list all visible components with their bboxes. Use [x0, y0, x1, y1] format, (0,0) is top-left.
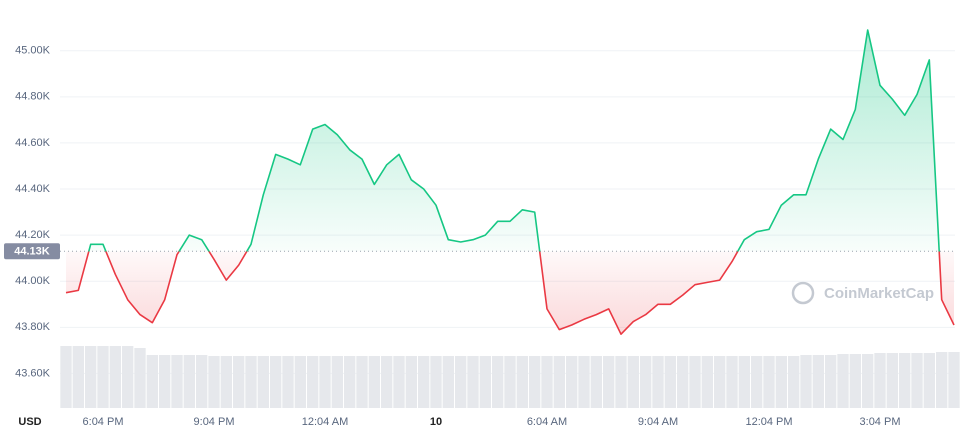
volume-bar [726, 356, 738, 408]
volume-bar [849, 354, 861, 408]
volume-bar [899, 353, 911, 408]
volume-bar [529, 356, 541, 408]
volume-bar [208, 356, 220, 408]
volume-bar [294, 356, 306, 408]
watermark-text: CoinMarketCap [824, 285, 934, 302]
volume-bar [196, 355, 208, 408]
volume-bar [109, 346, 121, 408]
volume-bar [134, 348, 146, 408]
volume-bar [344, 356, 356, 408]
baseline-label-box [4, 243, 60, 260]
volume-bar [911, 353, 923, 408]
y-tick-label: 45.00K [15, 45, 51, 57]
volume-bar [775, 356, 787, 408]
volume-bar [627, 356, 639, 408]
volume-bar [442, 356, 454, 408]
x-tick-label: 3:04 PM [860, 416, 901, 428]
volume-bar [430, 356, 442, 408]
y-tick-label: 44.00K [15, 275, 51, 287]
x-tick-label: 9:04 PM [194, 416, 235, 428]
volume-bar [566, 356, 578, 408]
volume-bar [664, 356, 676, 408]
volume-bar [615, 356, 627, 408]
volume-bar [553, 356, 565, 408]
volume-bar [97, 346, 109, 408]
volume-bar [331, 356, 343, 408]
volume-bar [418, 356, 430, 408]
volume-bar [923, 353, 935, 408]
volume-bar [122, 346, 134, 408]
volume-bar [936, 352, 948, 408]
volume-bar [220, 356, 232, 408]
y-tick-label: 43.80K [15, 321, 51, 333]
volume-bar [381, 356, 393, 408]
volume-bar [652, 356, 664, 408]
volume-bar [356, 356, 368, 408]
volume-bar [578, 356, 590, 408]
x-tick-label: 12:04 PM [745, 416, 792, 428]
volume-bar [405, 356, 417, 408]
volume-bar [886, 353, 898, 408]
volume-bar [541, 356, 553, 408]
volume-bar [60, 346, 72, 408]
volume-bar [183, 355, 195, 408]
volume-bar [479, 356, 491, 408]
volume-bar [751, 356, 763, 408]
volume-bar [714, 356, 726, 408]
volume-bar [738, 356, 750, 408]
volume-bar [516, 356, 528, 408]
volume-bar [233, 356, 245, 408]
x-tick-label: 6:04 AM [527, 416, 567, 428]
volume-bar [948, 352, 960, 408]
watermark: CoinMarketCap [791, 281, 934, 305]
volume-bar [146, 355, 158, 408]
volume-bar [590, 356, 602, 408]
y-tick-label: 44.80K [15, 91, 51, 103]
volume-bar [282, 356, 294, 408]
x-tick-label: 9:04 AM [638, 416, 678, 428]
volume-bar [640, 356, 652, 408]
volume-bar [825, 355, 837, 408]
volume-bar [270, 356, 282, 408]
baseline-label: 44.13K [14, 246, 50, 258]
x-tick-label: 12:04 AM [302, 416, 348, 428]
volume-bar [171, 355, 183, 408]
y-tick-label: 44.40K [15, 183, 51, 195]
volume-bar [862, 354, 874, 408]
volume-bar [689, 356, 701, 408]
price-area [66, 30, 954, 335]
x-tick-label: 10 [430, 416, 442, 428]
volume-bar [763, 356, 775, 408]
volume-bar [393, 356, 405, 408]
currency-label: USD [18, 416, 41, 428]
volume-bar [837, 354, 849, 408]
volume-bar [788, 356, 800, 408]
y-tick-label: 44.20K [15, 229, 51, 241]
volume-bar [701, 356, 713, 408]
volume-bar [319, 356, 331, 408]
volume-bar [800, 355, 812, 408]
volume-bar [159, 355, 171, 408]
volume-bar [72, 346, 84, 408]
volume-bar [257, 356, 269, 408]
volume-bar [245, 356, 257, 408]
volume-bar [603, 356, 615, 408]
volume-bar [504, 356, 516, 408]
x-tick-label: 6:04 PM [83, 416, 124, 428]
volume-bar [492, 356, 504, 408]
volume-bar [677, 356, 689, 408]
volume-bar [85, 346, 97, 408]
volume-bar [307, 356, 319, 408]
volume-bar [467, 356, 479, 408]
volume-bar [812, 355, 824, 408]
volume-bar [368, 356, 380, 408]
y-tick-label: 43.60K [15, 367, 51, 379]
volume-bar [455, 356, 467, 408]
volume-bar [874, 353, 886, 408]
price-line [65, 29, 955, 335]
y-tick-label: 44.60K [15, 137, 51, 149]
